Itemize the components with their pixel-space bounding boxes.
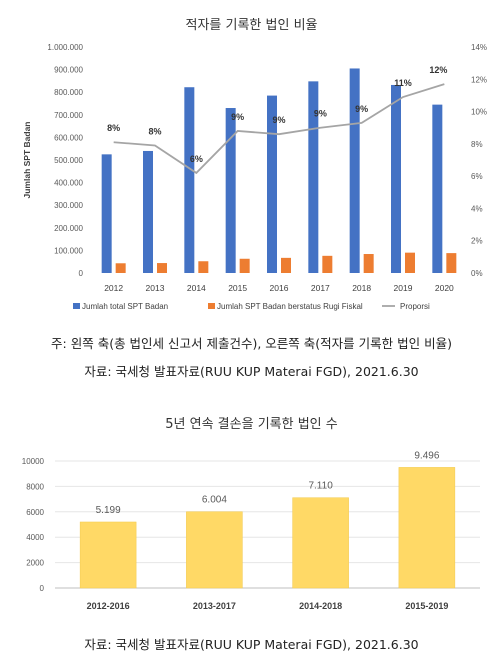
chart1-y2-tick: 2% [471,237,483,246]
chart1-bar-total [143,150,153,273]
chart1-bar-total [432,104,443,273]
chart2-value-label: 5.199 [96,505,121,516]
chart1-x-tick: 2018 [352,283,371,293]
chart1-ratio-label: 9% [272,115,285,125]
chart1-x-tick: 2016 [270,283,289,293]
chart1-y-tick: 800.000 [54,88,83,97]
chart2-x-tick: 2014-2018 [299,601,342,611]
chart2-bar [292,497,349,589]
chart2-bar [79,521,137,589]
chart2-y-tick: 6000 [26,508,44,517]
chart1-y-tick: 300.000 [54,201,83,210]
chart1-y-tick: 200.000 [54,224,83,233]
chart1-ratio-label: 9% [231,112,244,122]
chart1-bar-loss [198,261,209,273]
chart1-bar-total [391,84,401,273]
chart1-x-tick: 2012 [104,283,123,293]
chart1-note: 주: 왼쪽 축(총 법인세 신고서 제출건수), 오른쪽 축(적자를 기록한 법… [51,336,452,351]
chart1-ratio-line [113,83,445,175]
chart2-y-tick: 4000 [26,533,44,542]
chart2-x-tick: 2013-2017 [193,601,236,611]
chart1-y2-tick: 12% [471,75,487,84]
chart1-bar-loss [115,263,126,273]
chart1-y-tick: 1.000.000 [47,43,83,52]
chart1-ratio-label: 9% [314,109,327,119]
chart1-bar-loss [363,254,374,273]
legend-swatch-total [73,303,80,309]
chart1-y2-tick: 10% [471,108,487,117]
chart2-plot: 0 2000 4000 6000 8000 10000 5.199 6.004 7.110 9.… [22,450,480,611]
chart1-ratio-label: 11% [394,78,412,88]
chart1-ratio-label: 8% [148,126,161,136]
chart1-ratio-label: 8% [107,123,120,133]
chart1-ratio-label: 6% [190,154,203,164]
chart2-y-tick: 8000 [26,482,44,491]
chart1-bar-total [184,87,195,273]
chart1-ratio-label: 12% [429,65,447,75]
chart1-y2-tick: 6% [471,172,483,181]
chart2-value-label: 7.110 [308,481,333,492]
chart1-bar-loss [157,263,167,273]
chart1-y2-tick: 0% [471,269,483,278]
chart2-source: 자료: 국세청 발표자료(RUU KUP Materai FGD), 2021.… [84,637,419,652]
chart1-source: 자료: 국세청 발표자료(RUU KUP Materai FGD), 2021.… [84,364,419,379]
chart1-bar-total [101,154,112,273]
chart1-bar-loss [281,257,291,273]
chart1-y-tick: 400.000 [54,179,83,188]
chart2-bar [398,467,456,589]
chart1-bar-loss [446,253,457,273]
chart1-x-tick: 2013 [146,283,165,293]
chart1-title: 적자를 기록한 법인 비율 [185,18,318,33]
chart1-x-tick: 2017 [311,283,330,293]
legend-label-loss: Jumlah SPT Badan berstatus Rugi Fiskal [217,302,363,311]
chart1-bar-loss [405,252,415,273]
chart1-y-tick: 900.000 [54,66,83,75]
chart2-title: 5년 연속 결손을 기록한 법인 수 [165,417,338,432]
legend-label-total: Jumlah total SPT Badan [82,302,168,311]
chart1-bar-total [308,81,319,274]
chart2-value-label: 9.496 [414,450,439,461]
chart2-x-tick: 2012-2016 [87,601,130,611]
chart1-y-tick: 0 [79,269,84,278]
chart1-y2-tick: 8% [471,140,483,149]
chart1-plot: 0 100.000 200.000 300.000 400.000 500.000 600.… [22,43,487,311]
chart1-bar-total [225,108,236,274]
chart1-y-tick: 500.000 [54,156,83,165]
chart1-y-tick: 700.000 [54,111,83,120]
chart1-bar-total [349,68,360,273]
chart1-y2-tick: 4% [471,204,483,213]
chart1-bar-loss [239,258,250,273]
chart1-x-tick: 2015 [228,283,247,293]
chart1-x-tick: 2019 [394,283,413,293]
chart1-x-tick: 2020 [435,283,454,293]
chart2-value-label: 6.004 [202,495,227,506]
legend-label-ratio: Proporsi [400,302,430,311]
chart1-bar-loss [322,255,333,273]
chart2-x-tick: 2015-2019 [405,601,448,611]
chart1-y-tick: 600.000 [54,133,83,142]
chart1-ratio-label: 9% [355,104,368,114]
chart1-bar-total [267,95,277,273]
chart2-bar [186,511,243,589]
chart1-x-tick: 2014 [187,283,206,293]
chart1-y2-tick: 14% [471,43,487,52]
chart1-y-axis-label: Jumlah SPT Badan [22,122,32,199]
legend-swatch-loss [208,303,215,309]
chart1-y-tick: 100.000 [54,246,83,255]
chart2-y-tick: 0 [40,584,45,593]
chart2-y-tick: 2000 [26,559,44,568]
chart2-y-tick: 10000 [22,457,45,466]
